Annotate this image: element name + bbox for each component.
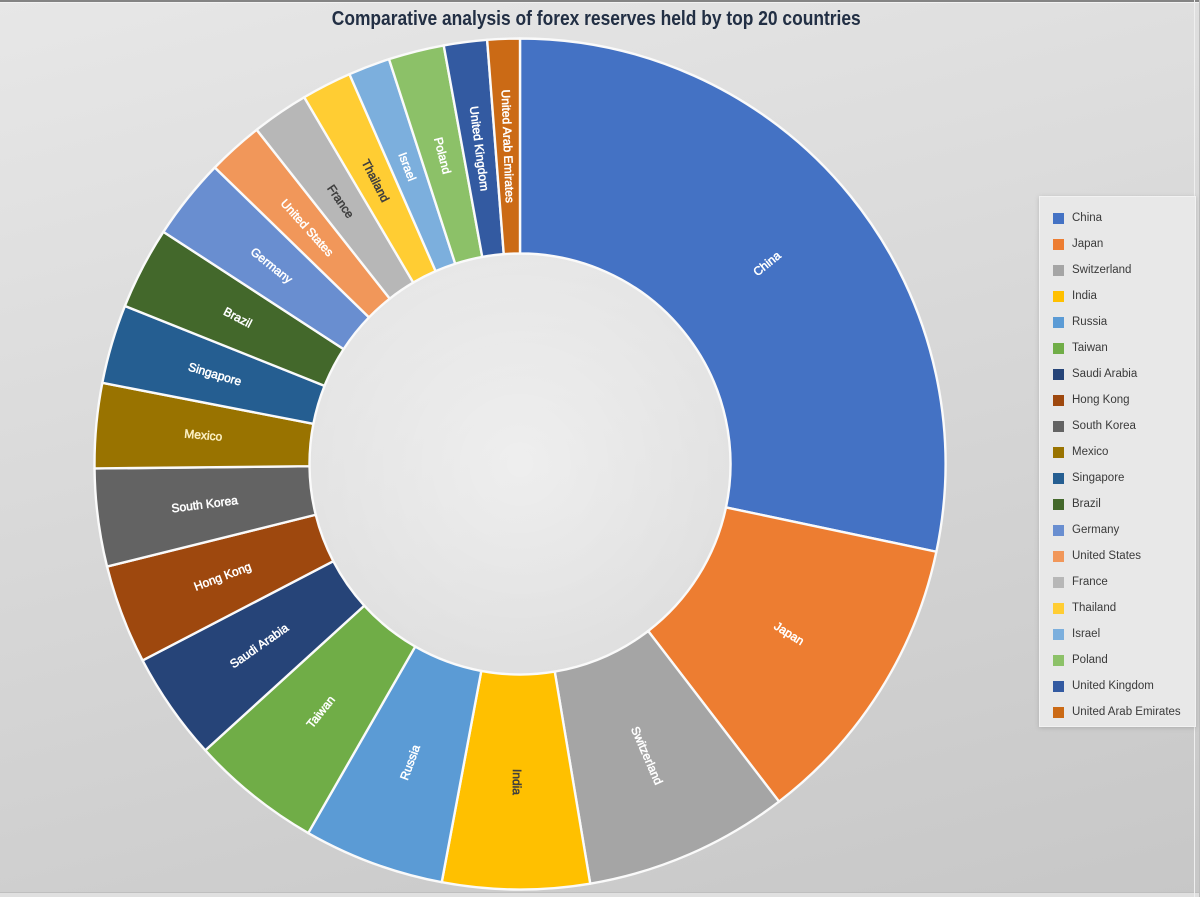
svg-text:Mexico: Mexico (184, 427, 223, 444)
svg-text:United Arab Emirates: United Arab Emirates (499, 89, 517, 203)
svg-text:India: India (510, 769, 524, 795)
